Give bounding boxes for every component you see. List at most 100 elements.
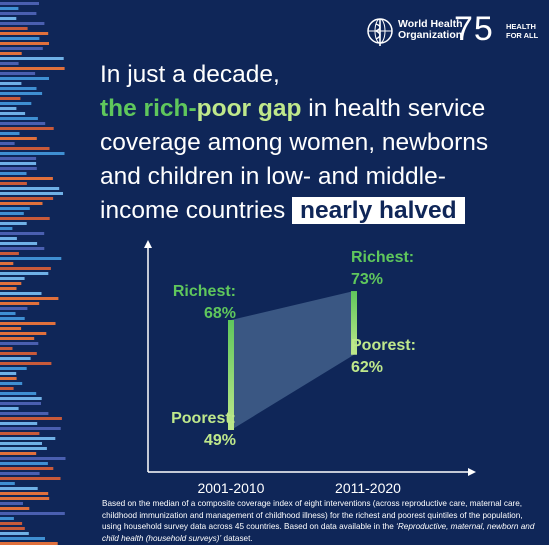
stripe — [0, 137, 37, 140]
stripe — [0, 407, 19, 410]
stripe — [0, 302, 40, 305]
stripe — [0, 402, 41, 405]
headline-line5: income countries nearly halved — [100, 194, 540, 228]
who-logo — [366, 16, 544, 52]
stripe — [0, 512, 65, 515]
stripe — [0, 472, 40, 475]
stripe — [0, 462, 48, 465]
x-axis-arrow — [468, 468, 476, 476]
stripe — [0, 422, 38, 425]
stripe — [0, 397, 42, 400]
data-label-poorest: Poorest: — [171, 410, 236, 427]
footnote-text1: Based on the median of a composite cover… — [102, 499, 523, 531]
headline-line5-text: income countries — [100, 197, 293, 224]
stripe — [0, 47, 43, 50]
stripe — [0, 97, 21, 100]
stripe — [0, 482, 15, 485]
stripe — [0, 72, 36, 75]
stripe — [0, 82, 22, 85]
stripe — [0, 67, 65, 70]
stripe — [0, 202, 43, 205]
stripe — [0, 432, 40, 435]
stripe — [0, 57, 64, 60]
stripe — [0, 272, 49, 275]
stripe — [0, 77, 49, 80]
stripe — [0, 452, 37, 455]
stripe — [0, 152, 65, 155]
stripe — [0, 347, 13, 350]
stripe — [0, 317, 25, 320]
stripe — [0, 162, 37, 165]
stripe — [0, 117, 38, 120]
stripe — [0, 182, 27, 185]
stripe — [0, 457, 66, 460]
stripe — [0, 232, 45, 235]
stripe — [0, 107, 17, 110]
y-axis-arrow — [144, 240, 152, 248]
stripe — [0, 542, 58, 545]
who-name-line2: Organization — [398, 29, 463, 41]
stripe — [0, 362, 52, 365]
data-label-poorest: 49% — [204, 432, 236, 449]
x-tick-label: 2011-2020 — [335, 480, 401, 496]
stripe — [0, 537, 45, 540]
headline: In just a decade, the rich-poor gap in h… — [100, 58, 540, 228]
stripe — [0, 367, 27, 370]
range-bar — [351, 291, 357, 355]
stripe — [0, 217, 50, 220]
headline-rich: the rich- — [100, 95, 197, 122]
stripe — [0, 42, 49, 45]
stripe — [0, 417, 62, 420]
stripe — [0, 427, 61, 430]
anniversary-number: 75 — [454, 10, 494, 48]
stripe — [0, 242, 38, 245]
stripe — [0, 52, 22, 55]
data-label-poorest: Poorest: — [351, 337, 416, 354]
stripe — [0, 172, 27, 175]
data-label-richest: Richest: — [173, 283, 236, 300]
stripe — [0, 392, 37, 395]
stripe — [0, 157, 37, 160]
headline-poor-gap: poor gap — [196, 95, 302, 122]
stripe — [0, 307, 28, 310]
stripe — [0, 327, 22, 330]
stripe — [0, 382, 23, 385]
headline-line4: and children in low- and middle- — [100, 163, 446, 190]
tagline-line2: FOR ALL — [506, 31, 539, 40]
stripe — [0, 492, 49, 495]
stripe — [0, 357, 31, 360]
stripe — [0, 247, 45, 250]
stripe — [0, 517, 14, 520]
stripe — [0, 342, 39, 345]
stripe — [0, 122, 46, 125]
stripe — [0, 312, 16, 315]
highlight-box: nearly halved — [292, 197, 465, 224]
stripe — [0, 532, 29, 535]
range-bar — [228, 320, 234, 430]
stripe — [0, 237, 17, 240]
stripe — [0, 257, 62, 260]
stripe — [0, 387, 14, 390]
stripe — [0, 112, 26, 115]
stripe — [0, 147, 50, 150]
stripe — [0, 7, 19, 10]
stripe — [0, 127, 54, 130]
stripe — [0, 212, 24, 215]
stripe — [0, 352, 37, 355]
stripe — [0, 192, 63, 195]
stripe — [0, 502, 23, 505]
tagline: HEALTH FOR ALL — [506, 22, 538, 40]
data-label-richest: Richest: — [351, 249, 414, 266]
stripe — [0, 282, 22, 285]
stripe — [0, 92, 43, 95]
stripe — [0, 437, 56, 440]
stripe — [0, 447, 47, 450]
who-emblem-icon — [367, 18, 393, 46]
x-tick-label: 2001-2010 — [198, 480, 265, 496]
stripe — [0, 187, 60, 190]
gap-band — [231, 291, 354, 430]
stripe — [0, 167, 37, 170]
stripe — [0, 22, 45, 25]
